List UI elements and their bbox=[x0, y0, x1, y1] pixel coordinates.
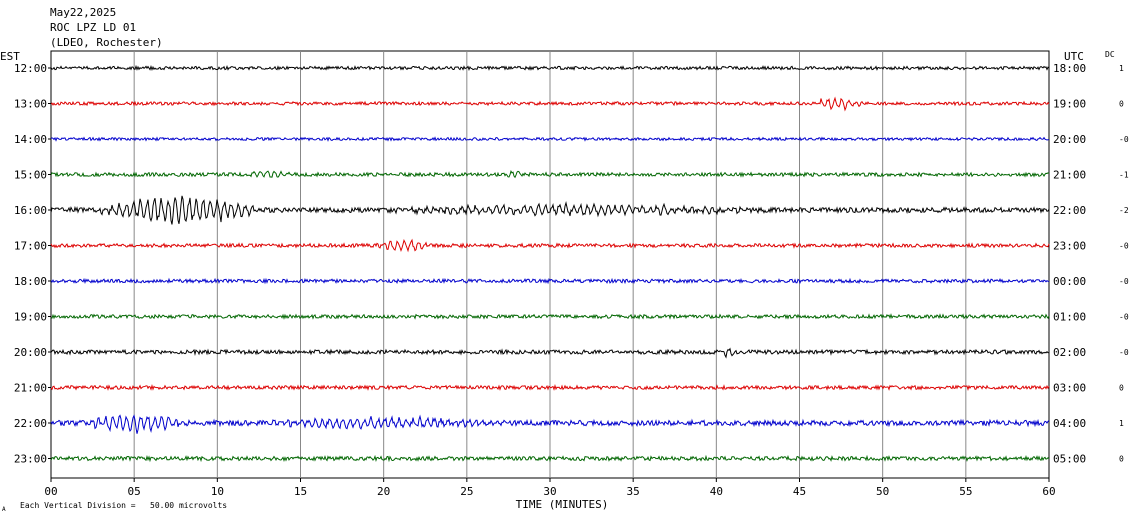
x-tick-label: 30 bbox=[543, 485, 556, 498]
trace-line bbox=[50, 238, 1050, 253]
x-tick-label: 35 bbox=[627, 485, 640, 498]
x-tick-label: 40 bbox=[710, 485, 723, 498]
x-tick-label: 55 bbox=[959, 485, 972, 498]
chart-title-date: May22,2025 bbox=[50, 6, 116, 19]
trace-line bbox=[50, 383, 1050, 391]
row-labels: 12:00 18:00 1 13:00 19:00 0 14:00 20:00 -0 15:00 2… bbox=[14, 62, 1129, 466]
est-time-label: 23:00 bbox=[14, 453, 47, 466]
seismic-traces bbox=[50, 64, 1050, 463]
trace-line bbox=[50, 96, 1050, 112]
utc-time-label: 18:00 bbox=[1053, 62, 1086, 75]
trace-line bbox=[50, 414, 1050, 434]
utc-time-label: 19:00 bbox=[1053, 98, 1086, 111]
est-time-label: 18:00 bbox=[14, 275, 47, 288]
dc-offset-label: 0 bbox=[1119, 455, 1124, 464]
x-tick-label: 25 bbox=[460, 485, 473, 498]
utc-time-label: 23:00 bbox=[1053, 240, 1086, 253]
x-tick-label: 15 bbox=[294, 485, 307, 498]
dc-offset-label: -0 bbox=[1119, 135, 1129, 144]
est-time-label: 21:00 bbox=[14, 382, 47, 395]
dc-offset-label: -0 bbox=[1119, 277, 1129, 286]
x-axis-ticks: 00 05 10 15 20 25 30 35 40 45 50 55 60 bbox=[44, 478, 1056, 498]
dc-offset-label: 1 bbox=[1119, 419, 1124, 428]
est-time-label: 17:00 bbox=[14, 240, 47, 253]
left-axis-label: EST bbox=[0, 50, 20, 63]
trace-line bbox=[50, 136, 1050, 142]
dc-offset-label: -0 bbox=[1119, 348, 1129, 357]
dc-offset-label: 1 bbox=[1119, 64, 1124, 73]
utc-time-label: 01:00 bbox=[1053, 311, 1086, 324]
x-tick-label: 60 bbox=[1042, 485, 1055, 498]
trace-line bbox=[50, 347, 1050, 359]
plot-grid bbox=[50, 50, 1050, 479]
x-tick-label: 45 bbox=[793, 485, 806, 498]
corner-mark: A bbox=[2, 506, 6, 513]
est-time-label: 13:00 bbox=[14, 98, 47, 111]
utc-time-label: 02:00 bbox=[1053, 346, 1086, 359]
dc-offset-label: -2 bbox=[1119, 206, 1129, 215]
dc-offset-label: 0 bbox=[1119, 384, 1124, 393]
x-tick-label: 05 bbox=[128, 485, 141, 498]
utc-time-label: 00:00 bbox=[1053, 275, 1086, 288]
x-tick-label: 20 bbox=[377, 485, 390, 498]
est-time-label: 22:00 bbox=[14, 417, 47, 430]
est-time-label: 19:00 bbox=[14, 311, 47, 324]
utc-time-label: 20:00 bbox=[1053, 133, 1086, 146]
x-tick-label: 00 bbox=[44, 485, 57, 498]
utc-time-label: 03:00 bbox=[1053, 382, 1086, 395]
trace-line bbox=[50, 64, 1050, 72]
trace-line bbox=[50, 313, 1050, 320]
trace-line bbox=[50, 170, 1050, 179]
dc-offset-label: -0 bbox=[1119, 313, 1129, 322]
trace-line bbox=[50, 195, 1050, 225]
x-tick-label: 10 bbox=[211, 485, 224, 498]
right-axis-label: UTC bbox=[1064, 50, 1084, 63]
utc-time-label: 22:00 bbox=[1053, 204, 1086, 217]
x-tick-label: 50 bbox=[876, 485, 889, 498]
trace-line bbox=[50, 454, 1050, 463]
x-axis-label: TIME (MINUTES) bbox=[516, 498, 609, 511]
est-time-label: 20:00 bbox=[14, 346, 47, 359]
dc-offset-label: 0 bbox=[1119, 100, 1124, 109]
est-time-label: 16:00 bbox=[14, 204, 47, 217]
dc-label: DC bbox=[1105, 50, 1115, 59]
chart-title-station: ROC LPZ LD 01 bbox=[50, 21, 136, 34]
dc-offset-label: -1 bbox=[1119, 171, 1129, 180]
dc-offset-label: -0 bbox=[1119, 242, 1129, 251]
chart-title-network: (LDEO, Rochester) bbox=[50, 36, 163, 49]
est-time-label: 12:00 bbox=[14, 62, 47, 75]
scale-note: Each Vertical Division = 50.00 microvolt… bbox=[20, 501, 227, 510]
utc-time-label: 05:00 bbox=[1053, 453, 1086, 466]
utc-time-label: 21:00 bbox=[1053, 169, 1086, 182]
est-time-label: 14:00 bbox=[14, 133, 47, 146]
utc-time-label: 04:00 bbox=[1053, 417, 1086, 430]
est-time-label: 15:00 bbox=[14, 169, 47, 182]
trace-line bbox=[50, 277, 1050, 285]
